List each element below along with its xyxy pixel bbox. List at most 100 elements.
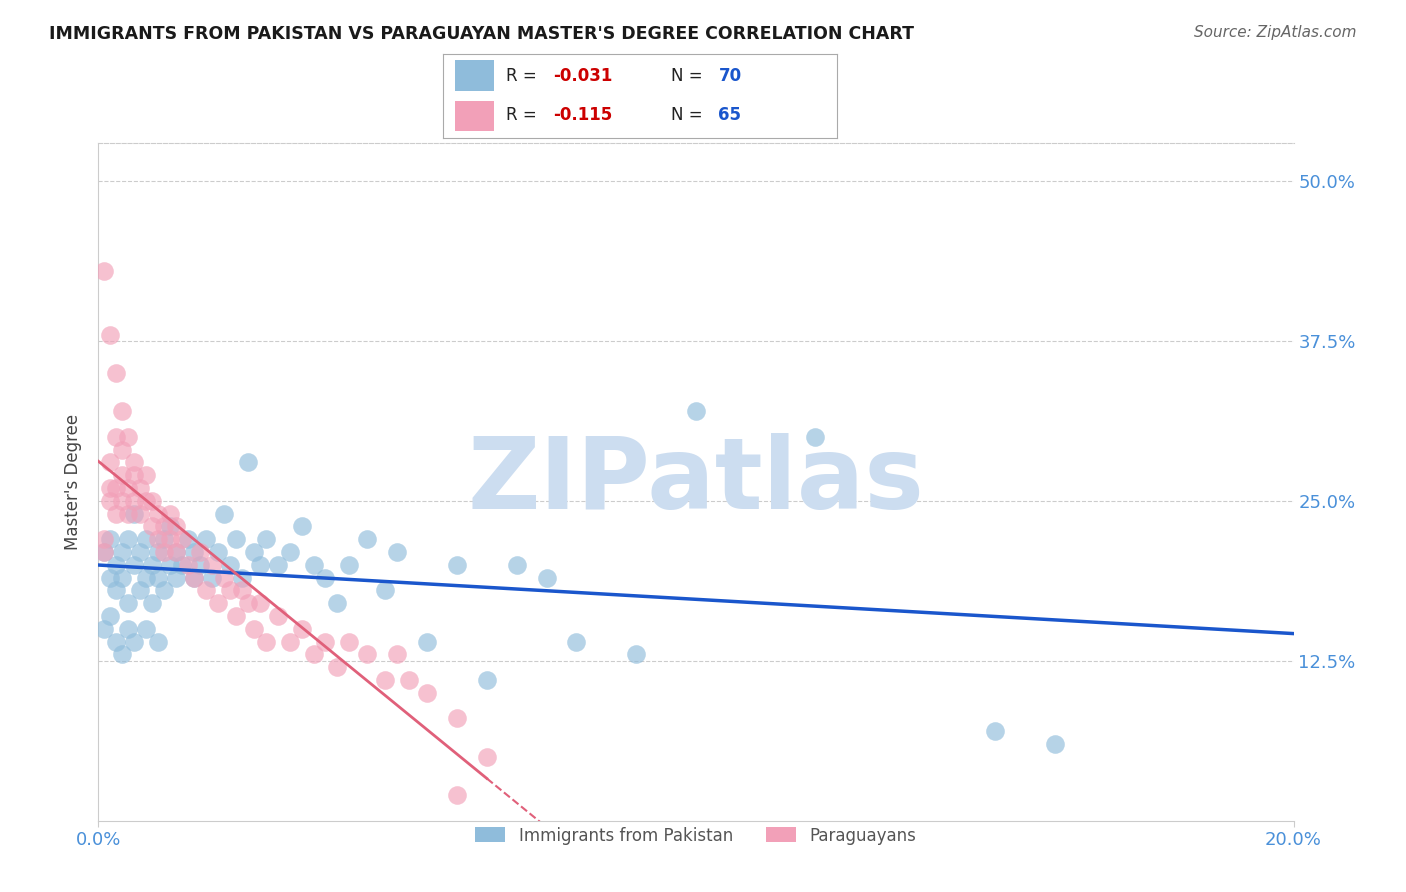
Point <box>117 622 139 636</box>
Point <box>804 430 827 444</box>
Point <box>212 571 235 585</box>
Point <box>685 404 707 418</box>
Point <box>124 468 146 483</box>
Text: N =: N = <box>671 67 709 85</box>
Point <box>117 596 139 610</box>
Point <box>183 571 205 585</box>
Point <box>249 558 271 572</box>
Point <box>159 558 181 572</box>
Legend: Immigrants from Pakistan, Paraguayans: Immigrants from Pakistan, Paraguayans <box>467 818 925 853</box>
Point <box>153 533 176 547</box>
Point <box>153 519 176 533</box>
Point <box>177 558 200 572</box>
Point <box>278 634 301 648</box>
Point <box>93 263 115 277</box>
Bar <box>454 101 494 131</box>
Point <box>291 622 314 636</box>
Point <box>326 660 349 674</box>
Text: 70: 70 <box>718 67 741 85</box>
Point <box>165 545 187 559</box>
Point <box>141 519 163 533</box>
Point <box>93 545 115 559</box>
Point <box>141 596 163 610</box>
Point <box>231 583 253 598</box>
Point <box>254 533 277 547</box>
Point <box>626 648 648 662</box>
Point <box>219 583 242 598</box>
Point <box>105 583 128 598</box>
Point <box>148 507 170 521</box>
Point <box>565 634 588 648</box>
Point <box>302 558 325 572</box>
Point <box>172 533 194 547</box>
Point <box>129 583 152 598</box>
Point <box>135 622 157 636</box>
Point <box>188 545 211 559</box>
Point <box>159 533 181 547</box>
Point <box>183 571 205 585</box>
Point <box>267 558 290 572</box>
Point <box>148 571 170 585</box>
Point <box>124 558 146 572</box>
Point <box>124 494 146 508</box>
Point <box>111 545 134 559</box>
Point <box>475 673 498 687</box>
Text: ZIPatlas: ZIPatlas <box>468 434 924 530</box>
Point <box>98 533 122 547</box>
Point <box>243 622 266 636</box>
Point <box>315 571 337 585</box>
Point <box>105 430 128 444</box>
Point <box>267 609 290 624</box>
Point <box>117 430 139 444</box>
Point <box>1043 737 1066 751</box>
Point <box>148 545 170 559</box>
Point <box>165 519 187 533</box>
Point <box>153 583 176 598</box>
Point <box>129 481 152 495</box>
Point <box>165 571 187 585</box>
Point <box>183 545 205 559</box>
Point <box>374 583 396 598</box>
Point <box>195 583 218 598</box>
Text: R =: R = <box>506 106 541 124</box>
Point <box>195 533 218 547</box>
Point <box>315 634 337 648</box>
Point <box>475 749 498 764</box>
Point <box>446 711 468 725</box>
Point <box>124 455 146 469</box>
Point <box>111 494 134 508</box>
Point <box>374 673 396 687</box>
Point <box>98 327 122 342</box>
Point <box>225 533 247 547</box>
Text: 65: 65 <box>718 106 741 124</box>
Text: -0.115: -0.115 <box>553 106 613 124</box>
Point <box>117 507 139 521</box>
Point <box>249 596 271 610</box>
Point <box>111 468 134 483</box>
Point <box>278 545 301 559</box>
Point <box>172 558 194 572</box>
Point <box>105 634 128 648</box>
Point <box>302 648 325 662</box>
Point <box>105 366 128 380</box>
Point <box>93 622 115 636</box>
Point <box>225 609 247 624</box>
Point <box>356 648 378 662</box>
Point <box>105 507 128 521</box>
Point <box>177 533 200 547</box>
Point <box>141 558 163 572</box>
Point <box>356 533 378 547</box>
Point <box>98 455 122 469</box>
Point <box>291 519 314 533</box>
Point <box>236 596 259 610</box>
Point <box>201 558 224 572</box>
Point <box>339 558 361 572</box>
Point <box>201 571 224 585</box>
Text: IMMIGRANTS FROM PAKISTAN VS PARAGUAYAN MASTER'S DEGREE CORRELATION CHART: IMMIGRANTS FROM PAKISTAN VS PARAGUAYAN M… <box>49 25 914 43</box>
Point <box>339 634 361 648</box>
Point <box>398 673 420 687</box>
Point <box>207 545 229 559</box>
Point <box>219 558 242 572</box>
Point <box>129 507 152 521</box>
Point <box>506 558 529 572</box>
